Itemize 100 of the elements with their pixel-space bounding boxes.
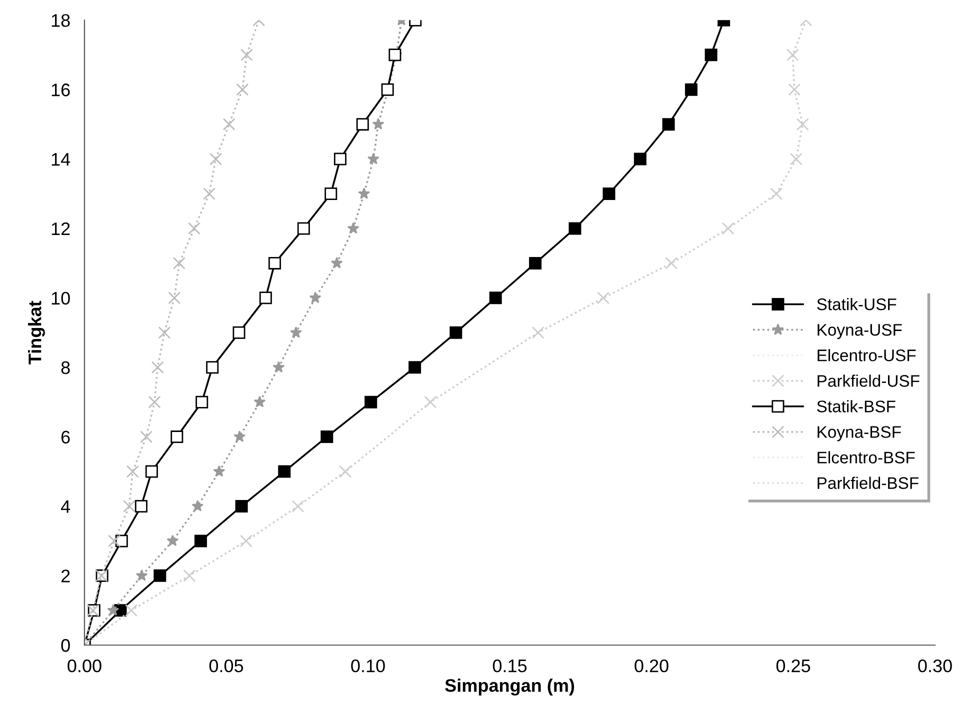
point	[665, 256, 678, 270]
x-tick-label: 0.15	[492, 659, 527, 672]
point	[334, 152, 346, 166]
point	[786, 48, 799, 62]
point	[151, 361, 164, 374]
point	[107, 604, 120, 616]
point	[183, 569, 196, 582]
legend-label: Koyna-USF	[818, 324, 902, 340]
point	[788, 83, 801, 96]
y-tick-label: 4	[60, 500, 70, 513]
legend-label: Parkfield-USF	[818, 374, 920, 387]
point	[232, 326, 246, 339]
point	[222, 118, 236, 131]
x-tick-label: 0.10	[351, 659, 385, 672]
y-tick-label: 14	[52, 153, 70, 166]
point	[634, 152, 646, 166]
point	[172, 256, 186, 270]
y-tick-label: 6	[61, 430, 70, 444]
point	[236, 83, 249, 96]
point	[602, 188, 616, 200]
point	[278, 465, 291, 478]
point	[125, 604, 138, 617]
legend-label: Elcentro-BSF	[818, 451, 915, 464]
point	[790, 152, 802, 166]
point	[358, 188, 370, 199]
x-axis-title: Simpangan (m)	[445, 678, 574, 696]
point	[126, 465, 139, 478]
point	[704, 48, 718, 62]
point	[330, 256, 343, 268]
point	[188, 222, 200, 235]
point	[154, 569, 166, 582]
y-tick-label: 10	[52, 292, 70, 305]
point	[292, 500, 304, 512]
point	[364, 396, 378, 408]
point	[194, 534, 207, 548]
y-tick-label: 18	[52, 14, 70, 27]
point	[684, 83, 698, 96]
point	[254, 396, 266, 408]
point	[235, 500, 248, 512]
x-tick-label: 0.05	[209, 659, 244, 672]
legend-label: Elcentro-USF	[818, 349, 916, 362]
point	[324, 188, 338, 200]
point	[532, 326, 544, 339]
point	[148, 396, 161, 408]
point	[770, 188, 783, 200]
point	[662, 118, 675, 131]
point	[168, 292, 181, 304]
point	[424, 396, 437, 408]
point	[108, 534, 120, 548]
point	[722, 222, 734, 235]
legend-label: Statik-BSF	[817, 400, 896, 412]
point	[240, 48, 253, 62]
point	[196, 396, 208, 408]
point	[796, 118, 809, 131]
point	[259, 292, 272, 304]
point	[372, 118, 384, 130]
point	[290, 326, 302, 338]
point	[489, 292, 502, 304]
point	[347, 222, 360, 234]
point	[134, 500, 148, 512]
point	[210, 152, 222, 166]
legend-label: Statik-USF	[817, 298, 896, 310]
point	[158, 326, 171, 339]
point	[192, 500, 204, 512]
y-tick-label: 2	[61, 570, 70, 582]
point	[272, 361, 285, 373]
point	[367, 152, 380, 164]
point	[297, 222, 310, 235]
x-tick-label: 0.25	[776, 659, 810, 672]
point	[268, 256, 281, 270]
point	[123, 500, 136, 512]
point	[170, 430, 184, 444]
point	[568, 222, 582, 235]
x-tick-label: 0.30	[918, 659, 952, 672]
point	[309, 292, 322, 304]
point	[140, 430, 153, 444]
point	[206, 361, 219, 374]
y-tick-label: 8	[61, 361, 70, 374]
point	[166, 534, 179, 546]
y-tick-label: 12	[52, 222, 70, 236]
y-tick-label: 16	[52, 84, 70, 96]
point	[356, 118, 369, 131]
point	[136, 569, 148, 581]
point	[529, 256, 542, 270]
x-tick-label: 0.20	[634, 659, 668, 672]
legend-label: Koyna-BSF	[818, 426, 901, 442]
point	[597, 292, 610, 304]
x-tick-label: 0.00	[68, 659, 102, 672]
point	[202, 188, 216, 200]
y-axis-title: Tingkat	[28, 300, 45, 364]
point	[240, 534, 252, 548]
point	[339, 465, 352, 478]
point	[320, 430, 334, 444]
y-tick-label: 0	[61, 639, 70, 652]
legend-label: Parkfield-BSF	[818, 476, 918, 489]
point	[145, 465, 158, 478]
point	[213, 465, 226, 477]
point	[408, 361, 422, 374]
point	[234, 430, 246, 442]
point	[450, 326, 462, 339]
